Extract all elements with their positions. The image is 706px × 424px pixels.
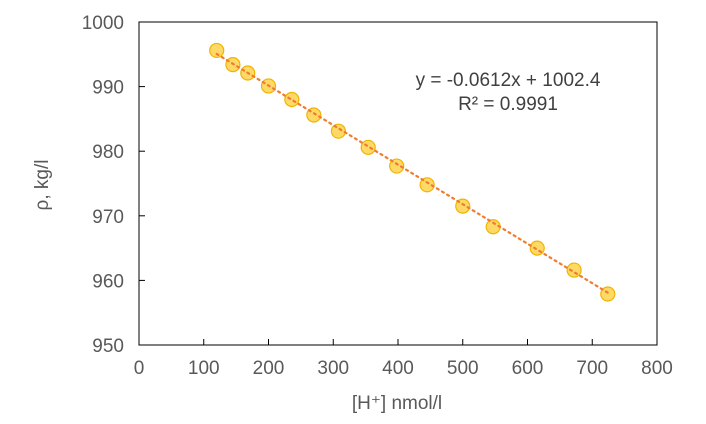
x-tick-label: 200	[253, 358, 285, 379]
x-axis-ticks: 0 100 200 300 400 500 600 700 800	[134, 339, 673, 379]
data-point	[529, 240, 545, 256]
y-tick-label: 1000	[82, 13, 124, 34]
y-tick-label: 970	[92, 207, 124, 228]
x-tick-label: 100	[188, 358, 220, 379]
y-axis-title: ρ, kg/l	[32, 160, 53, 211]
x-tick-label: 300	[317, 358, 349, 379]
data-point	[600, 286, 616, 302]
x-tick-label: 800	[641, 358, 673, 379]
data-point	[389, 158, 405, 174]
trendline-r-squared: R² = 0.9991	[458, 94, 558, 115]
trendline	[215, 52, 609, 294]
x-tick-label: 700	[576, 358, 608, 379]
trendline-equation: y = -0.0612x + 1002.4	[416, 70, 601, 91]
y-axis-ticks: 950 960 970 980 990 1000	[82, 13, 145, 357]
data-point	[209, 42, 225, 59]
data-point	[330, 123, 347, 139]
x-tick-label: 400	[382, 358, 414, 379]
y-tick-label: 950	[92, 336, 124, 357]
trendline-layer	[215, 52, 609, 294]
x-tick-label: 0	[134, 358, 145, 379]
x-axis-title: [H⁺] nmol/l	[352, 393, 442, 414]
x-tick-label: 500	[447, 358, 479, 379]
data-point	[284, 91, 300, 108]
y-tick-label: 980	[92, 142, 124, 163]
data-point	[419, 177, 435, 193]
data-point	[360, 139, 376, 155]
y-tick-label: 990	[92, 78, 124, 99]
y-tick-label: 960	[92, 271, 124, 292]
x-tick-label: 600	[512, 358, 544, 379]
